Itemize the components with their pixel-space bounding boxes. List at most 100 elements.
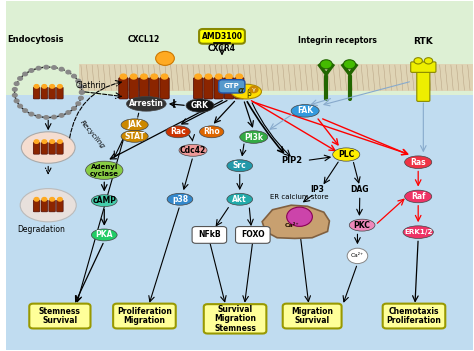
Circle shape xyxy=(50,198,55,201)
Circle shape xyxy=(34,85,39,88)
Ellipse shape xyxy=(403,226,433,238)
FancyBboxPatch shape xyxy=(129,78,138,99)
Text: PIP2: PIP2 xyxy=(282,156,302,165)
Circle shape xyxy=(14,99,19,102)
Text: Rho: Rho xyxy=(203,127,220,136)
Text: Chemotaxis
Proliferation: Chemotaxis Proliferation xyxy=(386,307,441,325)
FancyBboxPatch shape xyxy=(224,78,234,99)
FancyBboxPatch shape xyxy=(33,87,40,99)
Circle shape xyxy=(50,85,55,88)
Circle shape xyxy=(18,104,22,108)
Circle shape xyxy=(130,74,137,79)
Circle shape xyxy=(34,198,39,201)
FancyBboxPatch shape xyxy=(33,200,40,212)
Text: Adenyl
cyclase: Adenyl cyclase xyxy=(90,164,119,177)
Circle shape xyxy=(44,65,49,69)
Ellipse shape xyxy=(21,132,75,163)
Ellipse shape xyxy=(121,131,148,142)
Text: NFkB: NFkB xyxy=(198,231,221,239)
Ellipse shape xyxy=(20,188,76,222)
FancyBboxPatch shape xyxy=(214,78,223,99)
Text: ERK1/2: ERK1/2 xyxy=(404,229,432,235)
Ellipse shape xyxy=(291,105,319,117)
Circle shape xyxy=(12,93,17,97)
Text: Recycling: Recycling xyxy=(79,119,106,150)
Ellipse shape xyxy=(405,190,432,203)
Circle shape xyxy=(44,116,49,119)
Circle shape xyxy=(23,72,27,76)
Text: FAK: FAK xyxy=(297,106,313,115)
Text: FOXO: FOXO xyxy=(241,231,264,239)
Ellipse shape xyxy=(231,84,262,99)
Circle shape xyxy=(226,74,232,79)
Text: PKA: PKA xyxy=(96,231,113,239)
Text: Endocytosis: Endocytosis xyxy=(7,35,64,44)
Circle shape xyxy=(347,248,368,264)
Text: CXCR4: CXCR4 xyxy=(208,45,236,53)
Ellipse shape xyxy=(240,131,268,143)
Circle shape xyxy=(424,58,433,64)
Text: AMD3100: AMD3100 xyxy=(201,32,243,41)
Circle shape xyxy=(120,74,127,79)
Text: PI3k: PI3k xyxy=(244,133,263,141)
Ellipse shape xyxy=(167,193,193,205)
Circle shape xyxy=(29,69,34,72)
Text: Integrin receptors: Integrin receptors xyxy=(299,37,377,45)
Circle shape xyxy=(34,140,39,143)
Ellipse shape xyxy=(179,144,207,156)
Ellipse shape xyxy=(166,126,190,138)
Text: Degradation: Degradation xyxy=(17,225,65,234)
Circle shape xyxy=(151,74,157,79)
Ellipse shape xyxy=(200,126,224,138)
Text: JAK: JAK xyxy=(128,120,142,129)
Ellipse shape xyxy=(127,97,166,111)
Circle shape xyxy=(249,86,258,93)
FancyBboxPatch shape xyxy=(49,87,55,99)
Circle shape xyxy=(66,70,71,74)
FancyBboxPatch shape xyxy=(113,304,176,329)
Circle shape xyxy=(76,79,81,83)
FancyBboxPatch shape xyxy=(150,78,159,99)
Circle shape xyxy=(12,88,17,91)
FancyBboxPatch shape xyxy=(139,78,149,99)
FancyBboxPatch shape xyxy=(119,78,128,99)
Ellipse shape xyxy=(227,193,253,205)
Circle shape xyxy=(50,140,55,143)
Bar xyxy=(79,64,474,91)
FancyBboxPatch shape xyxy=(33,142,40,154)
Ellipse shape xyxy=(91,229,117,241)
Circle shape xyxy=(72,74,76,78)
Ellipse shape xyxy=(333,148,360,161)
FancyBboxPatch shape xyxy=(29,304,91,329)
FancyBboxPatch shape xyxy=(56,200,63,212)
Text: PKC: PKC xyxy=(354,221,371,230)
Polygon shape xyxy=(262,205,329,238)
Ellipse shape xyxy=(349,219,375,231)
Circle shape xyxy=(155,51,174,65)
Circle shape xyxy=(80,91,84,94)
Text: Raf: Raf xyxy=(411,192,426,201)
Circle shape xyxy=(36,115,41,118)
Text: IP3: IP3 xyxy=(310,185,324,194)
Circle shape xyxy=(23,109,27,112)
Text: ER calcium store: ER calcium store xyxy=(270,194,329,200)
Ellipse shape xyxy=(227,160,253,172)
Text: Stemness
Survival: Stemness Survival xyxy=(39,307,81,325)
FancyBboxPatch shape xyxy=(193,78,203,99)
Text: β: β xyxy=(246,89,251,98)
FancyBboxPatch shape xyxy=(160,78,169,99)
Circle shape xyxy=(195,74,201,79)
Text: PLC: PLC xyxy=(338,150,355,159)
FancyBboxPatch shape xyxy=(41,142,47,154)
FancyBboxPatch shape xyxy=(204,78,213,99)
Circle shape xyxy=(59,114,64,117)
Circle shape xyxy=(79,97,83,100)
Ellipse shape xyxy=(405,156,432,168)
Circle shape xyxy=(52,66,56,69)
Text: CXCL12: CXCL12 xyxy=(128,35,160,44)
Circle shape xyxy=(14,82,19,85)
Circle shape xyxy=(236,74,243,79)
Text: Survival
Migration
Stemness: Survival Migration Stemness xyxy=(214,305,256,333)
Text: Proliferation
Migration: Proliferation Migration xyxy=(117,307,172,325)
Circle shape xyxy=(42,140,46,143)
